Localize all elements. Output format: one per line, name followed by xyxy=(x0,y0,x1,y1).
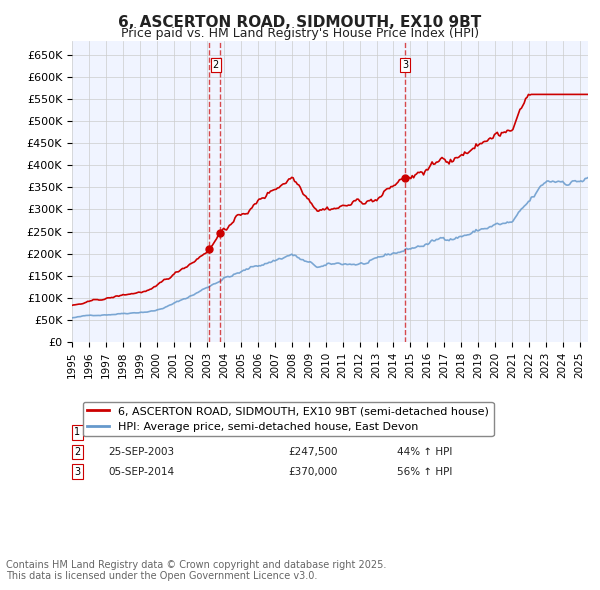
Text: 3: 3 xyxy=(402,60,409,70)
Text: 2: 2 xyxy=(212,60,219,70)
Text: 6, ASCERTON ROAD, SIDMOUTH, EX10 9BT: 6, ASCERTON ROAD, SIDMOUTH, EX10 9BT xyxy=(118,15,482,30)
Text: 10-FEB-2003: 10-FEB-2003 xyxy=(108,428,175,437)
Text: 34% ↑ HPI: 34% ↑ HPI xyxy=(397,428,452,437)
Text: 3: 3 xyxy=(74,467,80,477)
Text: 05-SEP-2014: 05-SEP-2014 xyxy=(108,467,174,477)
Text: 1: 1 xyxy=(74,428,80,437)
Text: 56% ↑ HPI: 56% ↑ HPI xyxy=(397,467,452,477)
Text: Price paid vs. HM Land Registry's House Price Index (HPI): Price paid vs. HM Land Registry's House … xyxy=(121,27,479,40)
Text: 1: 1 xyxy=(213,60,219,70)
Text: £210,000: £210,000 xyxy=(289,428,338,437)
Text: 25-SEP-2003: 25-SEP-2003 xyxy=(108,447,174,457)
Text: 44% ↑ HPI: 44% ↑ HPI xyxy=(397,447,452,457)
Text: 2: 2 xyxy=(74,447,80,457)
Text: £247,500: £247,500 xyxy=(289,447,338,457)
Legend: 6, ASCERTON ROAD, SIDMOUTH, EX10 9BT (semi-detached house), HPI: Average price, : 6, ASCERTON ROAD, SIDMOUTH, EX10 9BT (se… xyxy=(83,402,494,437)
Text: Contains HM Land Registry data © Crown copyright and database right 2025.
This d: Contains HM Land Registry data © Crown c… xyxy=(6,559,386,581)
Text: £370,000: £370,000 xyxy=(289,467,338,477)
